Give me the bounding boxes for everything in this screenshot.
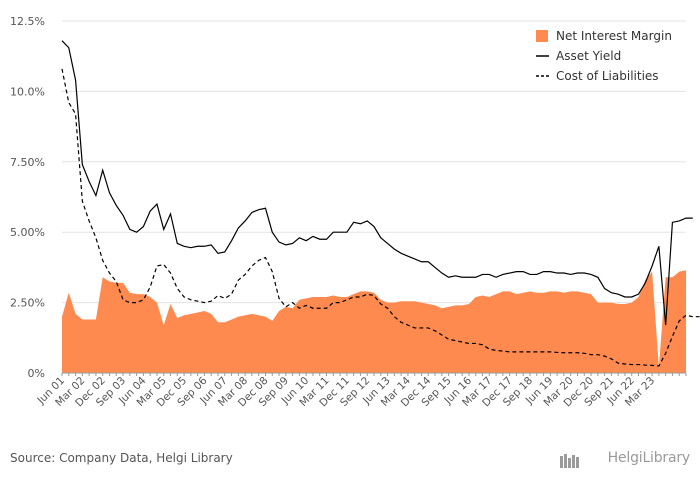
asset-yield-line [61, 40, 693, 326]
y-tick-label: 2.50% [10, 297, 45, 310]
y-tick-label: 5.00% [10, 226, 45, 239]
legend-swatch-net-interest-margin [536, 30, 548, 42]
y-axis-ticks: 0% 2.50% 5.00% 7.50% 10.0% 12.5% [10, 15, 45, 380]
legend-label: Net Interest Margin [556, 29, 672, 43]
gridlines [62, 20, 686, 304]
y-tick-label: 10.0% [10, 85, 45, 98]
margin-area-layer [62, 270, 686, 373]
logo-text: HelgiLibrary [607, 450, 691, 466]
legend-label: Asset Yield [556, 49, 621, 63]
cost-of-liabilities-line [61, 68, 700, 367]
y-tick-label: 0% [28, 367, 45, 380]
helgi-library-logo: HelgiLibrary [560, 448, 690, 470]
legend-label: Cost of Liabilities [556, 69, 659, 83]
library-icon [560, 454, 579, 468]
y-tick-label: 12.5% [10, 15, 45, 28]
y-tick-label: 7.50% [10, 156, 45, 169]
line-layer [61, 40, 700, 367]
net-interest-margin-area [62, 270, 686, 373]
legend: Net Interest Margin Asset Yield Cost of Li… [536, 29, 672, 83]
source-note: Source: Company Data, Helgi Library [10, 451, 233, 465]
